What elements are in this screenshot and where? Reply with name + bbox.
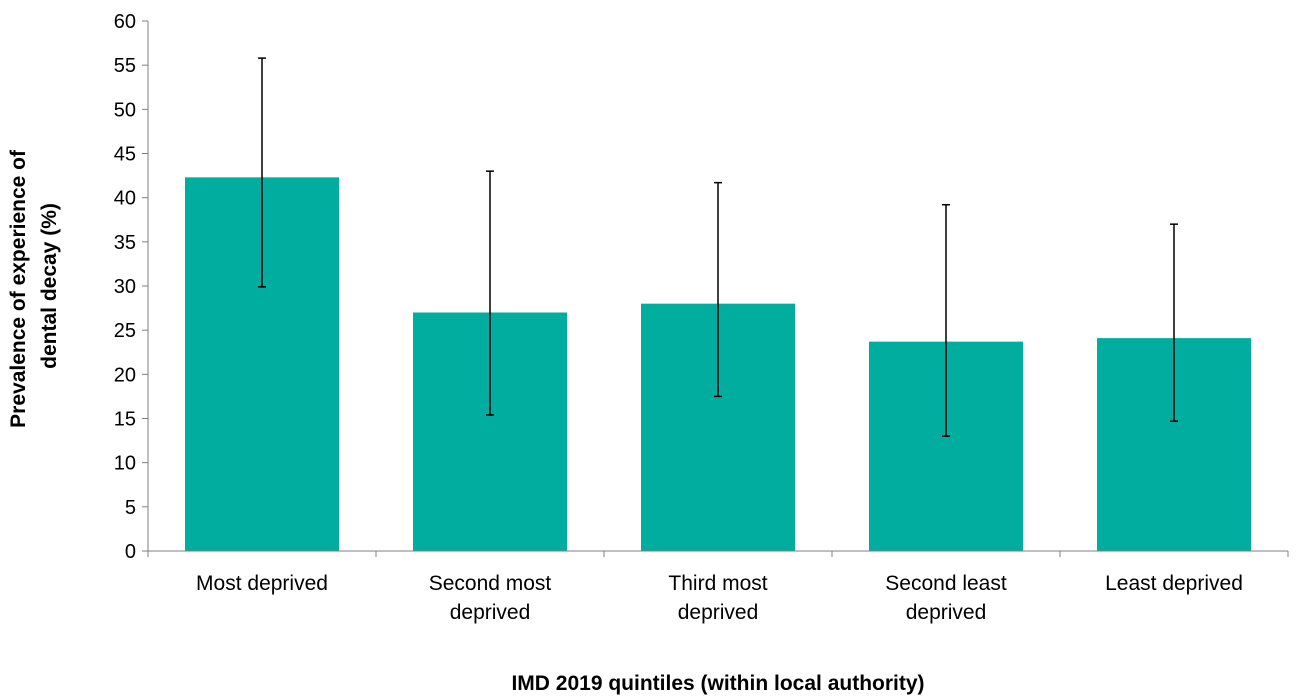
- y-axis-title: Prevalence of experience of dental decay…: [7, 144, 61, 428]
- x-category-label-line: deprived: [450, 601, 531, 624]
- error-bar: [942, 203, 950, 437]
- y-tick-label: 50: [114, 99, 136, 121]
- x-category-label-line: Least deprived: [1105, 572, 1243, 595]
- y-tick-label: 35: [114, 232, 136, 254]
- y-tick-label: 30: [114, 276, 136, 298]
- y-tick-label: 55: [114, 55, 136, 77]
- y-tick-label: 15: [114, 409, 136, 431]
- y-tick-label: 60: [114, 11, 136, 33]
- error-bar: [258, 57, 266, 288]
- y-axis-title-line-2: dental decay (%): [38, 203, 61, 369]
- y-tick-label: 40: [114, 188, 136, 210]
- y-tick-label: 25: [114, 320, 136, 342]
- x-category-label: Least deprived: [1105, 572, 1243, 595]
- y-tick-label: 20: [114, 364, 136, 386]
- y-tick-label: 0: [125, 541, 136, 563]
- x-category-label-line: Second least: [885, 572, 1007, 595]
- x-category-label-line: deprived: [678, 601, 759, 624]
- x-category-label: Most deprived: [196, 572, 328, 595]
- x-axis-title: IMD 2019 quintiles (within local authori…: [511, 672, 924, 695]
- y-ticks-group: 0 5 10 15 20 25 30 35 40 45 50 55 60: [114, 11, 1289, 563]
- error-bar: [486, 170, 494, 416]
- error-bar: [714, 181, 722, 398]
- error-bar: [1170, 223, 1178, 422]
- x-category-label: Second least deprived: [885, 572, 1007, 624]
- x-category-label-line: Third most: [668, 572, 767, 595]
- y-tick-label: 45: [114, 144, 136, 166]
- x-category-label-line: Second most: [429, 572, 552, 595]
- error-bars-group: [258, 57, 1178, 437]
- x-category-label-line: Most deprived: [196, 572, 328, 595]
- x-category-label: Third most deprived: [668, 572, 767, 624]
- y-tick-label: 10: [114, 453, 136, 475]
- y-tick-label: 5: [125, 497, 136, 519]
- x-category-label-line: deprived: [906, 601, 987, 624]
- x-category-label: Second most deprived: [429, 572, 552, 624]
- y-axis-title-line-1: Prevalence of experience of: [7, 149, 30, 428]
